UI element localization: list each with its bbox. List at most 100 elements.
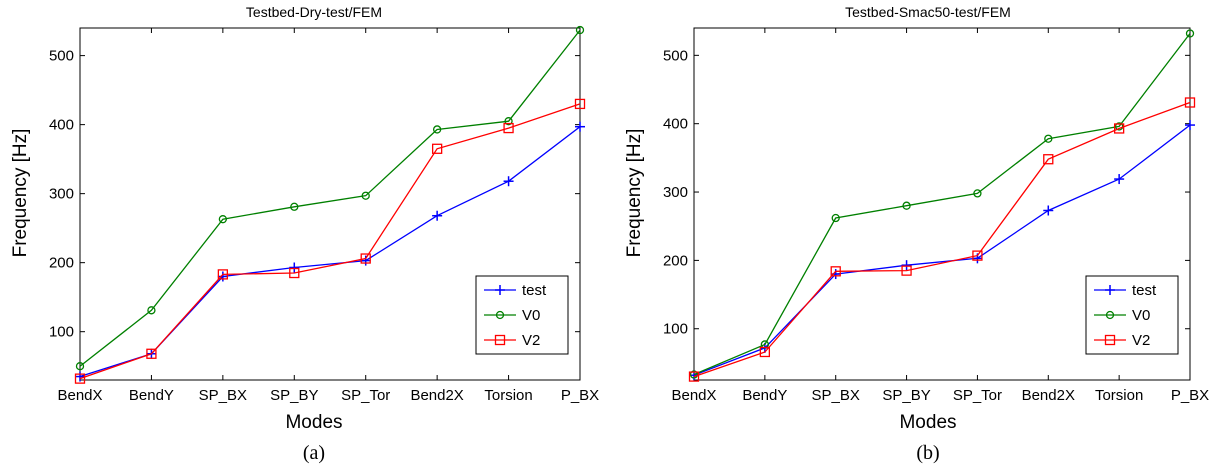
legend-marker [495,285,505,295]
legend-marker [1104,334,1116,346]
data-point-v2 [830,266,841,277]
y-tick-label: 500 [663,47,688,64]
y-tick-label: 100 [663,321,688,338]
data-point-test [901,260,912,271]
data-point-v2 [972,250,983,261]
legend-marker [494,334,506,346]
data-point-test [217,271,228,282]
legend-item: V2 [1094,332,1150,349]
data-point-v0 [75,362,85,371]
data-point-v0 [973,189,982,198]
x-tick-label: BendY [742,387,787,404]
data-point-v2 [1043,154,1054,165]
data-point-v0 [689,370,699,379]
y-tick-label: 400 [663,116,688,133]
legend-label: test [522,282,547,299]
series-line-v0 [79,29,581,367]
data-point-v0 [290,202,299,211]
x-tick-label: BendX [671,387,716,404]
data-point-v2 [360,253,371,264]
legend: test V0 V2 [1085,275,1179,355]
figure-caption: (a) [303,442,325,464]
y-axis-label: Frequency [Hz] [624,129,645,258]
figure-caption: (b) [916,442,939,464]
chart-title: Testbed-Dry-test/FEM [246,4,382,20]
data-point-test [289,262,300,273]
data-point-v2 [146,348,157,359]
data-point-v0 [361,191,370,200]
data-point-v2 [74,373,86,384]
x-axis-label: Modes [899,412,956,433]
y-tick-label: 300 [49,186,74,203]
data-point-v0 [1185,29,1195,38]
chart-panel-a: Testbed-Dry-test/FEM Frequency [Hz] Mode… [10,4,599,464]
y-tick-label: 100 [49,324,74,341]
x-tick-label: BendY [129,387,174,404]
x-tick-label: SP_BY [882,387,930,404]
data-point-v2 [503,122,514,134]
x-tick-label: BendX [57,387,102,404]
data-point-test [1043,205,1054,216]
legend-label: V0 [1132,307,1150,324]
data-point-v2 [759,346,771,358]
y-axis-label: Frequency [Hz] [10,129,31,258]
y-tick-label: 500 [49,48,74,65]
data-point-v0 [1114,122,1124,131]
legend-item: V2 [484,332,540,349]
data-point-test [360,255,371,266]
data-point-v0 [504,117,513,126]
series-line-test [693,124,1191,376]
data-point-v2 [1184,97,1196,108]
chart-panel-b: Testbed-Smac50-test/FEM Frequency [Hz] M… [624,4,1209,464]
x-tick-label: Bend2X [410,387,463,404]
x-tick-label: Bend2X [1022,387,1075,404]
legend-label: V0 [522,307,540,324]
x-axis-label: Modes [285,412,342,433]
data-point-test [575,121,585,132]
data-point-v2 [901,265,912,276]
y-tick-label: 200 [663,252,688,269]
data-point-v2 [289,267,300,279]
data-point-v0 [575,25,585,35]
data-point-test [1185,120,1195,131]
legend-marker [495,310,505,320]
data-point-test [1114,174,1125,185]
legend-marker [1105,310,1115,320]
legend: test V0 V2 [475,275,569,355]
data-point-v2 [1113,123,1125,134]
data-point-v0 [218,215,228,224]
chart-title: Testbed-Smac50-test/FEM [845,4,1011,20]
x-tick-label: Torsion [484,387,532,404]
legend-label: V2 [1132,332,1150,349]
legend-item: test [484,282,547,299]
data-point-v2 [431,143,443,154]
y-tick-label: 200 [49,255,74,272]
y-tick-label: 400 [49,117,74,134]
x-tick-label: Torsion [1095,387,1143,404]
data-point-v2 [688,371,700,382]
data-point-v0 [147,306,156,315]
y-tick-label: 300 [663,184,688,201]
series-line-v2 [693,101,1191,378]
data-point-v0 [902,201,911,210]
x-tick-label: SP_BY [270,387,318,404]
x-tick-label: P_BX [1171,387,1209,404]
legend-item: V0 [1094,307,1150,324]
x-tick-label: SP_Tor [953,387,1002,404]
data-point-v2 [574,98,586,110]
plot-area-frame [693,27,1191,381]
data-point-v0 [432,125,442,134]
legend-item: V0 [484,307,540,324]
legend-item: test [1094,282,1157,299]
x-tick-label: SP_BX [812,387,860,404]
x-tick-label: SP_Tor [341,387,390,404]
series-line-v2 [79,103,581,380]
data-point-v0 [831,213,840,223]
data-point-test [75,371,85,382]
series-line-v0 [693,33,1191,376]
legend-label: test [1132,282,1157,299]
data-point-v0 [1044,134,1053,143]
x-tick-label: P_BX [561,387,599,404]
x-tick-label: SP_BX [199,387,247,404]
